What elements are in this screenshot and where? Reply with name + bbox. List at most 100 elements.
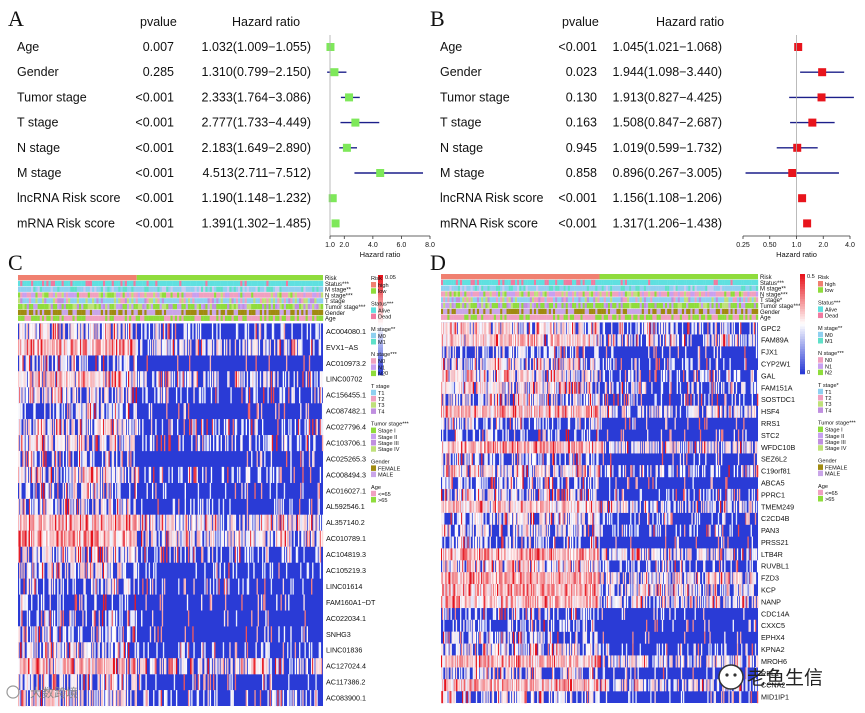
heat-cell <box>52 546 55 563</box>
heat-cell <box>212 658 215 675</box>
annotation-cell <box>455 291 459 297</box>
heat-cell <box>80 530 82 547</box>
annotation-cell <box>533 291 537 297</box>
variable-label-m-stage: M stage <box>440 166 485 180</box>
legend-title: Risk <box>371 276 382 282</box>
heat-cell <box>31 466 33 484</box>
heat-cell <box>24 594 26 611</box>
heat-cell <box>34 546 36 563</box>
annotation-cell <box>607 303 611 309</box>
heat-cell <box>209 674 212 691</box>
annotation-cell <box>122 286 125 292</box>
heat-cell <box>83 546 85 563</box>
annotation-cell <box>220 298 223 304</box>
heat-cell <box>105 434 107 452</box>
heat-cell <box>212 562 215 579</box>
heat-cell <box>320 530 323 547</box>
heat-cell <box>48 642 50 659</box>
heat-cell <box>104 562 106 579</box>
heat-cell <box>93 387 95 404</box>
heat-cell <box>177 371 179 388</box>
legend-title: N stage*** <box>371 352 398 358</box>
heat-cell <box>263 434 265 452</box>
heat-cell <box>48 530 50 547</box>
annotation-cell <box>624 308 628 315</box>
annotation-cell <box>218 309 221 316</box>
annotation-cell <box>658 279 661 286</box>
annotation-cell <box>645 291 649 297</box>
annotation-cell <box>523 285 526 291</box>
heat-cell <box>52 626 55 643</box>
heat-cell <box>73 339 75 356</box>
annotation-cell <box>548 291 552 297</box>
annotation-cell <box>457 308 461 315</box>
annotation-cell <box>717 303 721 309</box>
color-bar-step <box>378 370 383 373</box>
heat-cell <box>122 498 124 515</box>
heat-cell <box>90 626 93 643</box>
heat-cell <box>272 323 275 340</box>
annotation-cell <box>94 292 97 298</box>
annotation-cell <box>220 309 223 316</box>
heat-cell <box>232 466 234 484</box>
heat-cell <box>43 674 45 691</box>
heat-cell <box>26 610 29 627</box>
annotation-cell <box>736 279 740 286</box>
heat-cell <box>202 387 204 404</box>
annotation-cell <box>616 308 619 315</box>
heat-cell <box>202 642 204 659</box>
annotation-cell <box>652 291 655 297</box>
heat-cell <box>36 371 38 388</box>
heat-cell <box>192 626 194 643</box>
heat-cell <box>160 434 163 452</box>
annotation-cell <box>455 279 459 286</box>
heat-cell <box>71 339 73 356</box>
annotation-cell <box>266 298 269 304</box>
heat-cell <box>18 466 20 484</box>
annotation-cell <box>281 286 284 292</box>
annotation-cell <box>31 309 34 316</box>
heat-cell <box>279 690 281 707</box>
heat-cell <box>149 658 152 675</box>
heat-cell <box>163 690 166 707</box>
annotation-cell <box>536 303 539 309</box>
heat-cell <box>107 323 109 340</box>
heat-cell <box>232 530 234 547</box>
annotation-cell <box>100 309 104 316</box>
annotation-cell <box>588 285 592 291</box>
annotation-cell <box>181 280 184 287</box>
annotation-cell <box>629 291 632 297</box>
heat-cell <box>79 419 81 436</box>
annotation-cell <box>150 304 154 310</box>
heat-cell <box>222 530 225 547</box>
heat-cell <box>69 642 71 659</box>
annotation-cell <box>107 286 110 292</box>
annotation-cell <box>113 315 117 321</box>
heat-cell <box>20 419 22 436</box>
heat-cell <box>307 674 310 691</box>
heat-cell <box>306 419 308 436</box>
heat-cell <box>26 674 29 691</box>
annotation-cell <box>275 280 278 287</box>
heat-cell <box>208 546 210 563</box>
annotation-cell <box>41 298 45 304</box>
annotation-cell <box>692 297 695 303</box>
heat-cell <box>283 403 286 420</box>
annotation-cell <box>50 309 54 316</box>
annotation-cell <box>449 291 452 297</box>
annotation-cell <box>531 297 535 303</box>
heat-cell <box>102 530 105 547</box>
annotation-cell <box>692 291 695 297</box>
annotation-cell <box>527 279 530 286</box>
heat-cell <box>34 387 36 404</box>
heat-cell <box>38 387 41 404</box>
annotation-cell <box>105 309 108 316</box>
heat-cell <box>98 482 100 499</box>
heat-cell <box>311 658 313 675</box>
annotation-cell <box>320 315 324 321</box>
heat-cell <box>207 658 209 675</box>
heat-cell <box>90 450 93 468</box>
heat-cell <box>57 323 59 340</box>
heat-cell <box>111 642 114 659</box>
heat-cell <box>226 419 228 436</box>
